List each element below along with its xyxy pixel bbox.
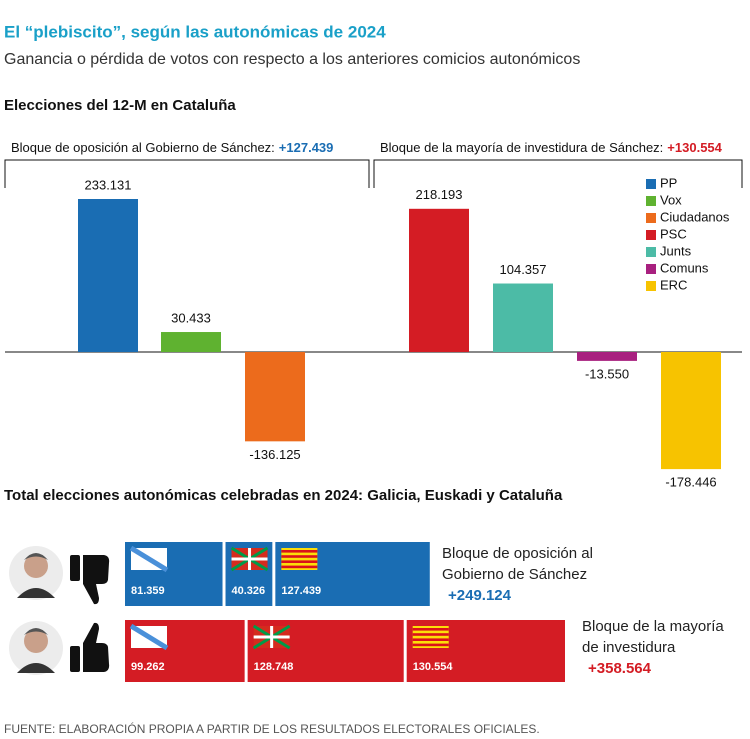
legend-label: Ciudadanos [660, 209, 730, 224]
value-label: 218.193 [416, 187, 463, 202]
flag-stripe [129, 545, 169, 573]
icon-face [9, 546, 63, 600]
bar [161, 332, 221, 352]
flag-stripe [412, 638, 449, 641]
bar [493, 283, 553, 352]
value-label: -13.550 [585, 366, 629, 381]
bar [577, 352, 637, 361]
value-label: 104.357 [500, 262, 547, 277]
bloc-label: Bloque de oposición al Gobierno de Sánch… [11, 140, 333, 155]
bar [78, 199, 138, 352]
bloc-name: Bloque de la mayoría de investidura de S… [380, 140, 663, 155]
chart-title: Elecciones del 12-M en Cataluña [4, 97, 236, 114]
legend-label: PSC [660, 226, 687, 241]
icon-face [9, 621, 63, 675]
flag-field [412, 626, 449, 648]
flag-field [281, 548, 318, 570]
bloc-total: +127.439 [279, 140, 334, 155]
row-label: Bloque de oposición al Gobierno de Sánch… [442, 543, 612, 606]
value-label: 128.748 [254, 661, 294, 673]
flag-stripe [129, 623, 169, 651]
bloc-total: +130.554 [667, 140, 722, 155]
flag-cross [231, 548, 268, 570]
value-label: 127.439 [281, 585, 321, 597]
bloc-label: Bloque de la mayoría de investidura de S… [380, 140, 723, 155]
row-label: Bloque de la mayoría de investidura +358… [582, 616, 742, 679]
value-label: 81.359 [131, 585, 165, 597]
row-total: +249.124 [448, 587, 511, 604]
row-name: Bloque de oposición al Gobierno de Sánch… [442, 545, 593, 583]
chart-title: Total elecciones autonómicas celebradas … [4, 487, 563, 504]
legend-label: ERC [660, 277, 687, 292]
flag-stripe [412, 628, 449, 631]
flag-stripe [281, 560, 318, 563]
legend-swatch [646, 230, 656, 240]
flag [230, 546, 269, 572]
flag [281, 548, 318, 570]
bar [409, 208, 469, 352]
bracket [4, 159, 370, 188]
flag [129, 623, 169, 651]
flag [129, 545, 169, 573]
legend-swatch [646, 281, 656, 291]
bracket [373, 159, 743, 188]
bar [661, 352, 721, 470]
flag [412, 626, 449, 648]
row-total: +358.564 [588, 660, 651, 677]
icon-thumb-up [70, 622, 110, 672]
flag [252, 624, 291, 650]
row-name: Bloque de la mayoría de investidura [582, 618, 724, 656]
legend-label: Comuns [660, 260, 709, 275]
flag-stripe [412, 633, 449, 636]
flag-stripe [281, 550, 318, 553]
value-label: -136.125 [249, 447, 300, 462]
flag-stripe [281, 555, 318, 558]
source: FUENTE: ELABORACIÓN PROPIA A PARTIR DE L… [4, 721, 540, 736]
legend-swatch [646, 196, 656, 206]
flag-cross [253, 626, 290, 648]
legend-label: Junts [660, 243, 692, 258]
value-label: 130.554 [413, 661, 454, 673]
value-label: 40.326 [232, 585, 266, 597]
value-label: 99.262 [131, 661, 165, 673]
value-label: 233.131 [85, 177, 132, 192]
flag-stripe [281, 565, 318, 569]
flag-stripe [412, 643, 449, 647]
bar [245, 352, 305, 442]
value-label: -178.446 [665, 475, 716, 490]
legend-label: Vox [660, 192, 682, 207]
value-label: 30.433 [171, 310, 211, 325]
legend-swatch [646, 264, 656, 274]
title: El “plebiscito”, según las autonómicas d… [4, 22, 386, 41]
legend-swatch [646, 213, 656, 223]
legend-label: PP [660, 175, 677, 190]
legend-swatch [646, 179, 656, 189]
bloc-name: Bloque de oposición al Gobierno de Sánch… [11, 140, 275, 155]
icon-thumb-down [70, 555, 110, 605]
legend-swatch [646, 247, 656, 257]
subtitle: Ganancia o pérdida de votos con respecto… [4, 51, 580, 68]
